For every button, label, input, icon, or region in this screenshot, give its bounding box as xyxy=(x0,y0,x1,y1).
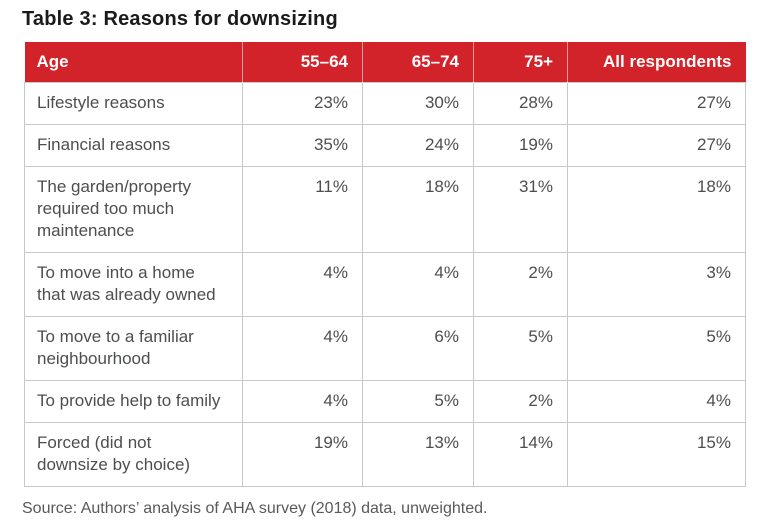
value-cell: 24% xyxy=(362,123,474,167)
value-cell: 19% xyxy=(473,123,568,167)
value-cell: 3% xyxy=(567,251,746,317)
downsizing-table: Age 55–64 65–74 75+ All respondents Life… xyxy=(24,42,746,487)
value-cell: 27% xyxy=(567,81,746,125)
value-cell: 4% xyxy=(242,315,363,381)
column-header-75-plus: 75+ xyxy=(473,42,568,82)
column-header-age: Age xyxy=(24,42,243,82)
table-body: Lifestyle reasons 23% 30% 28% 27% Financ… xyxy=(24,81,746,487)
row-label: Financial reasons xyxy=(24,123,243,167)
value-cell: 5% xyxy=(567,315,746,381)
table-row-garden-maintenance: The garden/property required too much ma… xyxy=(24,165,746,253)
row-label: To provide help to family xyxy=(24,379,243,423)
value-cell: 14% xyxy=(473,421,568,487)
column-header-55-64: 55–64 xyxy=(242,42,363,82)
column-header-65-74: 65–74 xyxy=(362,42,474,82)
value-cell: 23% xyxy=(242,81,363,125)
table-row-lifestyle: Lifestyle reasons 23% 30% 28% 27% xyxy=(24,81,746,125)
value-cell: 30% xyxy=(362,81,474,125)
value-cell: 31% xyxy=(473,165,568,253)
row-label: To move into a home that was already own… xyxy=(24,251,243,317)
value-cell: 4% xyxy=(242,251,363,317)
value-cell: 19% xyxy=(242,421,363,487)
value-cell: 2% xyxy=(473,251,568,317)
row-label: The garden/property required too much ma… xyxy=(24,165,243,253)
value-cell: 5% xyxy=(473,315,568,381)
value-cell: 15% xyxy=(567,421,746,487)
value-cell: 27% xyxy=(567,123,746,167)
value-cell: 4% xyxy=(362,251,474,317)
value-cell: 11% xyxy=(242,165,363,253)
value-cell: 18% xyxy=(362,165,474,253)
row-label: Forced (did not downsize by choice) xyxy=(24,421,243,487)
source-note: Source: Authors’ analysis of AHA survey … xyxy=(22,499,488,517)
row-label: To move to a familiar neighbourhood xyxy=(24,315,243,381)
table-header: Age 55–64 65–74 75+ All respondents xyxy=(24,42,746,82)
value-cell: 35% xyxy=(242,123,363,167)
value-cell: 18% xyxy=(567,165,746,253)
header-row: Age 55–64 65–74 75+ All respondents xyxy=(24,42,746,82)
table-row-familiar-neighbourhood: To move to a familiar neighbourhood 4% 6… xyxy=(24,315,746,381)
column-header-all-respondents: All respondents xyxy=(567,42,746,82)
value-cell: 28% xyxy=(473,81,568,125)
table-row-home-already-owned: To move into a home that was already own… xyxy=(24,251,746,317)
table-row-help-family: To provide help to family 4% 5% 2% 4% xyxy=(24,379,746,423)
table-title: Table 3: Reasons for downsizing xyxy=(22,8,338,30)
value-cell: 6% xyxy=(362,315,474,381)
value-cell: 4% xyxy=(242,379,363,423)
value-cell: 5% xyxy=(362,379,474,423)
table-row-forced: Forced (did not downsize by choice) 19% … xyxy=(24,421,746,487)
table-row-financial: Financial reasons 35% 24% 19% 27% xyxy=(24,123,746,167)
row-label: Lifestyle reasons xyxy=(24,81,243,125)
value-cell: 13% xyxy=(362,421,474,487)
value-cell: 4% xyxy=(567,379,746,423)
value-cell: 2% xyxy=(473,379,568,423)
